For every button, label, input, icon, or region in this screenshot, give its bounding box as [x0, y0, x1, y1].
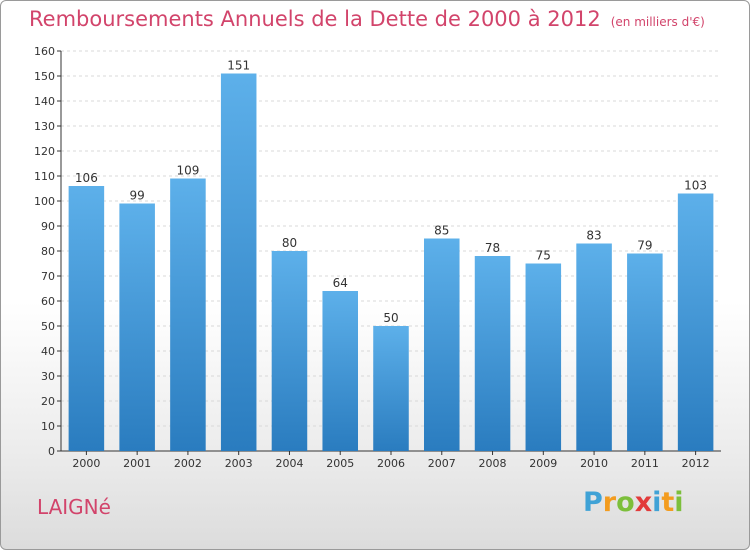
- data-label-2009: 75: [536, 249, 551, 263]
- y-tick-label: 120: [34, 145, 55, 158]
- chart-title: Remboursements Annuels de la Dette de 20…: [29, 7, 705, 31]
- brand-logo-letter: i: [674, 487, 684, 518]
- chart-unit-text: (en milliers d'€): [610, 15, 705, 29]
- bar-2002: [170, 178, 206, 451]
- x-tick-label-2011: 2011: [631, 457, 659, 470]
- y-tick-label: 60: [41, 295, 55, 308]
- data-label-2004: 80: [282, 236, 297, 250]
- y-tick-label: 150: [34, 70, 55, 83]
- brand-logo: Proxiti: [583, 487, 684, 518]
- data-label-2006: 50: [383, 311, 398, 325]
- y-tick-label: 0: [48, 445, 55, 458]
- data-label-2012: 103: [684, 179, 707, 193]
- data-label-2003: 151: [227, 59, 250, 73]
- chart-title-text: Remboursements Annuels de la Dette de 20…: [29, 7, 601, 31]
- y-tick-label: 10: [41, 420, 55, 433]
- bar-2004: [271, 251, 308, 451]
- bars: [68, 73, 714, 451]
- bar-2001: [119, 203, 155, 451]
- bar-2000: [68, 186, 105, 451]
- brand-logo-letter: x: [634, 487, 653, 518]
- bar-2007: [424, 238, 460, 451]
- bar-2010: [576, 243, 612, 451]
- bar-2008: [474, 256, 511, 451]
- data-label-2008: 78: [485, 241, 500, 255]
- y-tick-label: 110: [34, 170, 55, 183]
- x-tick-label-2012: 2012: [682, 457, 710, 470]
- y-tick-label: 130: [34, 120, 55, 133]
- place-name: LAIGNé: [37, 495, 111, 519]
- data-label-2001: 99: [130, 189, 145, 203]
- y-tick-label: 160: [34, 45, 55, 58]
- data-label-2010: 83: [586, 229, 601, 243]
- x-tick-label-2000: 2000: [72, 457, 100, 470]
- y-tick-label: 80: [41, 245, 55, 258]
- bar-2005: [322, 291, 358, 451]
- x-tick-label-2006: 2006: [377, 457, 405, 470]
- y-tick-label: 30: [41, 370, 55, 383]
- bar-2011: [627, 253, 663, 451]
- data-label-2011: 79: [637, 239, 652, 253]
- y-tick-label: 140: [34, 95, 55, 108]
- x-tick-label-2010: 2010: [580, 457, 608, 470]
- bar-2006: [373, 326, 409, 451]
- x-tick-label-2008: 2008: [479, 457, 507, 470]
- labels: 0 10 20 30 40 50 60 70 80 90 100 110 120 130 140 150 160…: [34, 45, 710, 470]
- bar-2012: [677, 193, 714, 451]
- data-label-2005: 64: [333, 276, 348, 290]
- y-tick-label: 40: [41, 345, 55, 358]
- brand-logo-letter: P: [583, 487, 603, 518]
- x-tick-label-2004: 2004: [275, 457, 303, 470]
- y-tick-label: 70: [41, 270, 55, 283]
- x-tick-label-2003: 2003: [225, 457, 253, 470]
- x-tick-label-2005: 2005: [326, 457, 354, 470]
- x-tick-label-2002: 2002: [174, 457, 202, 470]
- brand-logo-letter: t: [661, 487, 675, 518]
- bar-2009: [525, 263, 562, 451]
- data-label-2002: 109: [176, 164, 199, 178]
- brand-logo-letter: o: [616, 487, 635, 518]
- y-tick-label: 20: [41, 395, 55, 408]
- x-tick-label-2001: 2001: [123, 457, 151, 470]
- x-tick-label-2009: 2009: [529, 457, 557, 470]
- y-tick-label: 50: [41, 320, 55, 333]
- y-tick-label: 90: [41, 220, 55, 233]
- brand-logo-letter: r: [602, 487, 617, 518]
- data-label-2000: 106: [75, 171, 98, 185]
- bar-2003: [220, 73, 257, 451]
- x-tick-label-2007: 2007: [428, 457, 456, 470]
- brand-logo-letter: i: [652, 487, 662, 518]
- y-tick-label: 100: [34, 195, 55, 208]
- data-label-2007: 85: [434, 224, 449, 238]
